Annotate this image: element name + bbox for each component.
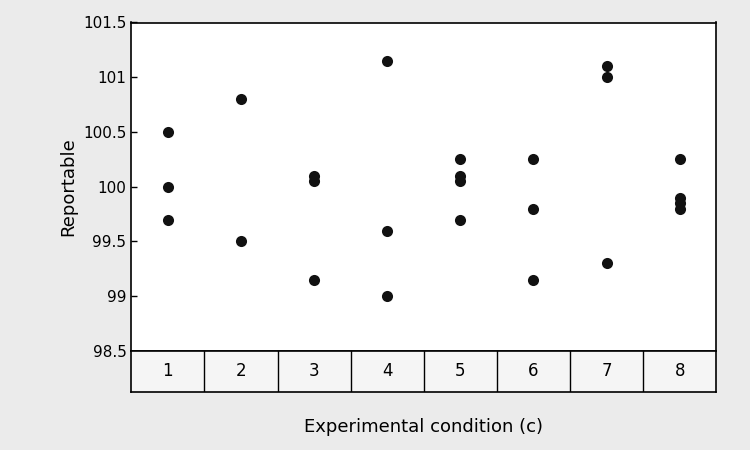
Text: 7: 7 bbox=[602, 362, 612, 380]
Text: 4: 4 bbox=[382, 362, 392, 380]
Text: 2: 2 bbox=[236, 362, 246, 380]
Text: 1: 1 bbox=[163, 362, 173, 380]
Text: 8: 8 bbox=[674, 362, 685, 380]
Y-axis label: Reportable: Reportable bbox=[59, 137, 77, 236]
Text: 6: 6 bbox=[528, 362, 538, 380]
Text: Experimental condition (c): Experimental condition (c) bbox=[304, 418, 543, 436]
Text: 5: 5 bbox=[455, 362, 466, 380]
Text: 3: 3 bbox=[309, 362, 320, 380]
